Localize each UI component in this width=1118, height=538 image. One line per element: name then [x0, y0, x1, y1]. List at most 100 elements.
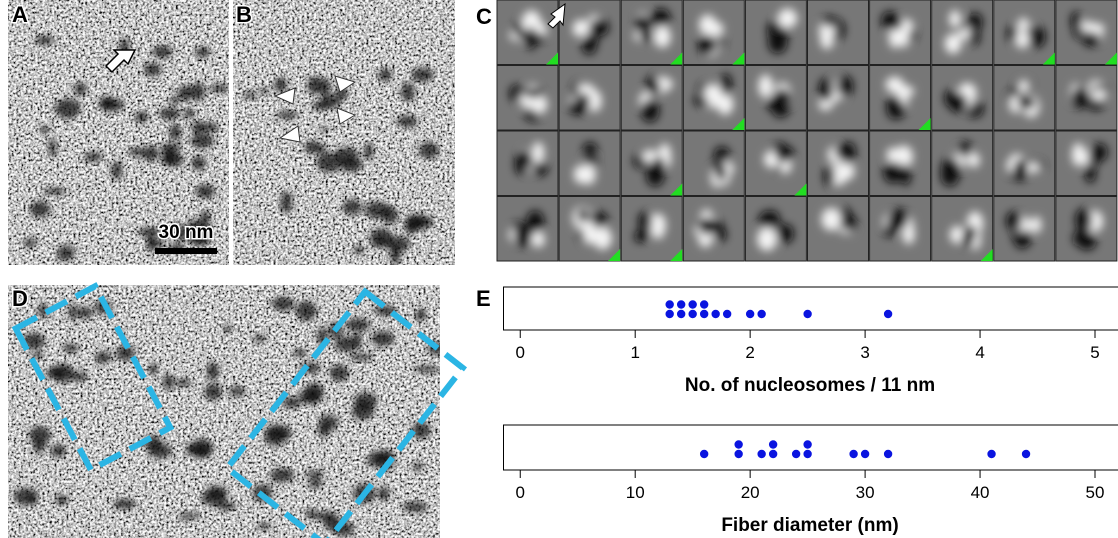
density-blob — [1077, 233, 1096, 250]
density-blob — [881, 11, 898, 31]
x-tick-label: 1 — [630, 343, 639, 362]
density-blob — [309, 479, 322, 489]
density-blob — [258, 523, 272, 529]
data-point — [734, 440, 742, 448]
density-blob — [1015, 31, 1029, 49]
density-blob — [583, 142, 598, 158]
data-point — [987, 450, 995, 458]
panel-label: A — [12, 2, 28, 27]
density-blob — [419, 142, 439, 159]
density-blob — [583, 221, 596, 245]
density-blob — [293, 349, 306, 357]
density-blob — [651, 9, 670, 29]
density-blob — [824, 165, 835, 186]
density-blob — [159, 108, 180, 120]
density-blob — [822, 16, 836, 27]
panel-label: C — [476, 4, 492, 29]
density-blob — [775, 146, 794, 162]
density-blob — [945, 34, 962, 54]
density-blob — [887, 148, 898, 163]
density-blob — [280, 192, 292, 204]
density-blob — [283, 397, 301, 408]
panel-label: E — [476, 286, 491, 311]
density-blob — [777, 224, 794, 243]
density-blob — [899, 25, 909, 48]
density-blob — [307, 76, 321, 94]
density-blob — [532, 142, 544, 163]
density-blob — [968, 152, 980, 167]
x-tick-label: 30 — [856, 483, 875, 502]
density-blob — [305, 383, 324, 403]
density-blob — [304, 141, 321, 154]
density-blob — [641, 99, 659, 122]
density-blob — [349, 354, 373, 361]
panel-label: D — [12, 286, 28, 311]
scale-bar — [155, 248, 217, 254]
density-blob — [1013, 159, 1028, 182]
tile — [808, 131, 869, 196]
density-blob — [129, 148, 145, 157]
density-blob — [171, 96, 179, 105]
density-blob — [412, 463, 423, 471]
density-blob — [14, 488, 38, 505]
data-point — [884, 450, 892, 458]
data-point — [803, 450, 811, 458]
density-blob — [270, 468, 294, 482]
density-blob — [184, 108, 195, 118]
data-point — [665, 300, 673, 308]
density-blob — [757, 227, 777, 250]
density-blob — [636, 15, 650, 34]
density-blob — [716, 162, 727, 182]
density-blob — [640, 227, 651, 239]
density-blob — [589, 19, 609, 37]
data-point — [665, 310, 673, 318]
x-tick-label: 2 — [745, 343, 754, 362]
density-blob — [320, 127, 328, 133]
density-blob — [525, 27, 537, 49]
x-axis-label: No. of nucleosomes / 11 nm — [685, 375, 935, 396]
density-blob — [513, 221, 524, 231]
tile-density — [1070, 80, 1109, 110]
density-blob — [889, 99, 905, 119]
density-blob — [352, 402, 374, 420]
scale-bar-label: 30 nm — [159, 222, 214, 243]
data-point — [803, 440, 811, 448]
density-blob — [277, 432, 293, 438]
density-blob — [144, 63, 161, 77]
class-averages — [497, 0, 1117, 261]
density-blob — [1072, 143, 1085, 167]
density-blob — [654, 26, 671, 48]
density-blob — [55, 99, 81, 119]
density-blob — [715, 228, 727, 241]
density-blob — [346, 318, 371, 331]
density-blob — [890, 208, 909, 229]
data-point — [792, 450, 800, 458]
density-blob — [223, 325, 232, 332]
density-blob — [714, 147, 730, 162]
density-blob — [63, 344, 79, 353]
density-blob — [525, 88, 544, 98]
data-point — [734, 450, 742, 458]
density-blob — [149, 363, 158, 374]
density-blob — [402, 502, 427, 512]
density-blob — [312, 101, 331, 110]
density-blob — [48, 138, 56, 157]
density-blob — [176, 379, 191, 387]
density-blob — [190, 133, 214, 148]
x-tick-label: 4 — [975, 343, 984, 362]
x-tick-label: 0 — [516, 483, 525, 502]
density-blob — [578, 207, 589, 222]
density-blob — [274, 77, 287, 92]
data-point — [849, 450, 857, 458]
data-point — [723, 310, 731, 318]
density-blob — [415, 314, 426, 321]
density-blob — [190, 82, 205, 101]
data-point — [677, 310, 685, 318]
density-blob — [883, 161, 903, 183]
density-blob — [29, 426, 51, 444]
density-blob — [819, 78, 834, 102]
density-blob — [148, 443, 172, 458]
data-point — [711, 310, 719, 318]
density-blob — [532, 232, 545, 248]
